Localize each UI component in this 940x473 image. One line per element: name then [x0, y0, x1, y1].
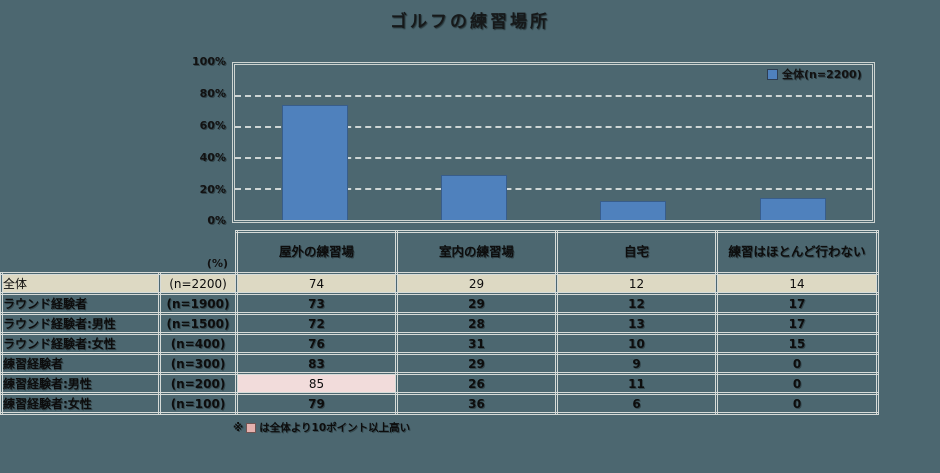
- value-cell: 29: [395, 352, 558, 375]
- value-cell: 0: [715, 352, 879, 375]
- footnote: ※ は全体より10ポイント以上高い: [233, 420, 410, 435]
- value-cell: 29: [395, 272, 558, 295]
- row-label-cell: ラウンド経験者: [0, 292, 161, 315]
- chart-bar: [441, 175, 507, 220]
- page-title: ゴルフの練習場所: [390, 12, 550, 32]
- gridline-80: [235, 95, 872, 97]
- value-cell: 17: [715, 292, 879, 315]
- value-cell: 12: [555, 292, 718, 315]
- value-cell: 0: [715, 372, 879, 395]
- value-cell: 79: [235, 392, 398, 415]
- value-cell: 76: [235, 332, 398, 355]
- y-axis-tick-label: 60%: [199, 119, 226, 132]
- value-cell: 12: [555, 272, 718, 295]
- chart-bar: [760, 198, 826, 220]
- table-row: ラウンド経験者 (n=1900) 73 29 12 17: [0, 292, 879, 315]
- row-label-cell: ラウンド経験者:男性: [0, 312, 161, 335]
- value-cell: 83: [235, 352, 398, 375]
- footnote-text: は全体より10ポイント以上高い: [259, 422, 411, 434]
- table-header-row: 屋外の練習場 室内の練習場 自宅 練習はほとんど行わない: [2, 230, 879, 275]
- table-row: 全体 (n=2200) 74 29 12 14: [0, 272, 879, 295]
- sample-size-cell: (n=1900): [158, 292, 238, 315]
- percent-unit-label: (%): [206, 257, 228, 270]
- value-cell: 13: [555, 312, 718, 335]
- chart-legend: 全体(n=2200): [767, 66, 862, 82]
- row-label-cell: 練習経験者: [0, 352, 161, 375]
- table-row: ラウンド経験者:女性 (n=400) 76 31 10 15: [0, 332, 879, 355]
- footnote-marker: ※: [233, 421, 244, 434]
- footnote-highlight-swatch-icon: [246, 422, 257, 433]
- y-axis-tick-label: 20%: [199, 183, 226, 196]
- table-header-cell: 練習はほとんど行わない: [715, 230, 879, 275]
- value-cell: 74: [235, 272, 398, 295]
- sample-size-cell: (n=200): [158, 372, 238, 395]
- y-axis-tick-label: 0%: [207, 214, 226, 227]
- sample-size-cell: (n=400): [158, 332, 238, 355]
- table-row: ラウンド経験者:男性 (n=1500) 72 28 13 17: [0, 312, 879, 335]
- row-label-cell: 練習経験者:女性: [0, 392, 161, 415]
- value-cell: 14: [715, 272, 879, 295]
- value-cell: 26: [395, 372, 558, 395]
- sample-size-cell: (n=1500): [158, 312, 238, 335]
- row-label-cell: ラウンド経験者:女性: [0, 332, 161, 355]
- table-row: 練習経験者 (n=300) 83 29 9 0: [0, 352, 879, 375]
- value-cell: 72: [235, 312, 398, 335]
- value-cell: 29: [395, 292, 558, 315]
- sample-size-cell: (n=300): [158, 352, 238, 375]
- table-header-cell: 自宅: [555, 230, 718, 275]
- value-cell: 28: [395, 312, 558, 335]
- header-spacer: [2, 232, 160, 274]
- table-row: 練習経験者:女性 (n=100) 79 36 6 0: [0, 392, 879, 415]
- value-cell: 17: [715, 312, 879, 335]
- bar-chart-plot-area: [232, 62, 875, 223]
- sample-size-cell: (n=100): [158, 392, 238, 415]
- value-cell: 9: [555, 352, 718, 375]
- value-cell: 11: [555, 372, 718, 395]
- value-cell: 15: [715, 332, 879, 355]
- y-axis-tick-label: 40%: [199, 151, 226, 164]
- chart-bar: [600, 201, 666, 220]
- table-header-cell: 室内の練習場: [395, 230, 558, 275]
- table-header-cell: 屋外の練習場: [235, 230, 398, 275]
- value-cell: 73: [235, 292, 398, 315]
- legend-swatch-icon: [767, 68, 778, 80]
- y-axis-tick-label: 80%: [199, 87, 226, 100]
- chart-bar: [282, 105, 348, 220]
- results-table: 屋外の練習場 室内の練習場 自宅 練習はほとんど行わない 全体 (n=2200)…: [0, 230, 879, 415]
- gridline-20: [235, 188, 872, 190]
- table-row: 練習経験者:男性 (n=200) 85 26 11 0: [0, 372, 879, 395]
- header-spacer: [160, 232, 237, 274]
- gridline-60: [235, 126, 872, 128]
- highlighted-value-cell: 85: [235, 372, 398, 395]
- value-cell: 36: [395, 392, 558, 415]
- row-label-cell: 練習経験者:男性: [0, 372, 161, 395]
- value-cell: 10: [555, 332, 718, 355]
- sample-size-cell: (n=2200): [158, 272, 238, 295]
- value-cell: 6: [555, 392, 718, 415]
- value-cell: 31: [395, 332, 558, 355]
- legend-label: 全体(n=2200): [782, 68, 862, 81]
- y-axis-tick-label: 100%: [192, 55, 226, 68]
- value-cell: 0: [715, 392, 879, 415]
- gridline-40: [235, 157, 872, 159]
- row-label-cell: 全体: [0, 272, 161, 295]
